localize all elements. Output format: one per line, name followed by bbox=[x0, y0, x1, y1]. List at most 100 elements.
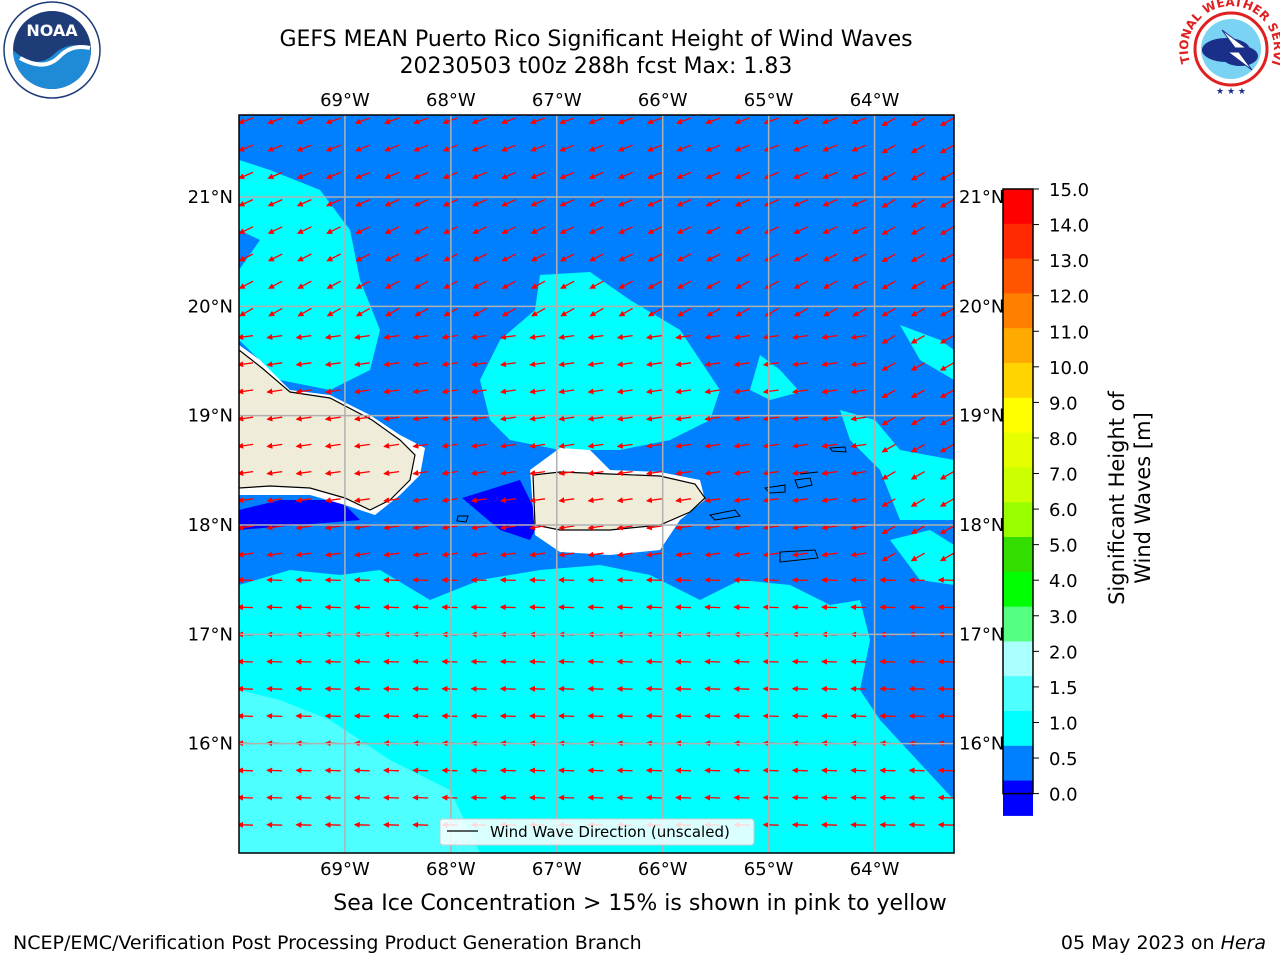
wave-arrow bbox=[324, 442, 341, 449]
wave-arrow bbox=[706, 280, 721, 289]
wave-arrow bbox=[645, 334, 662, 340]
wave-arrow bbox=[763, 117, 779, 125]
wave-arrow bbox=[791, 767, 808, 774]
wave-arrow bbox=[324, 388, 341, 395]
wave-arrow bbox=[529, 524, 546, 531]
wave-arrow bbox=[529, 388, 546, 395]
colorbar-tick-label: 14.0 bbox=[1049, 216, 1089, 237]
wave-arrow bbox=[472, 280, 487, 289]
wave-arrow bbox=[645, 577, 662, 584]
wave-arrow bbox=[383, 497, 400, 504]
wave-arrow bbox=[908, 658, 925, 665]
wave-arrow bbox=[239, 604, 254, 611]
wave-arrow bbox=[529, 713, 546, 720]
wave-arrow bbox=[529, 604, 546, 611]
wave-arrow bbox=[529, 658, 546, 665]
wave-arrow bbox=[851, 117, 867, 125]
wave-arrow bbox=[762, 388, 779, 395]
wave-arrow bbox=[295, 442, 312, 449]
wave-arrow bbox=[881, 389, 896, 399]
wave-arrow bbox=[295, 577, 312, 584]
wave-arrow bbox=[881, 117, 896, 127]
wave-arrow bbox=[675, 117, 692, 125]
colorbar-tick-label: 6.0 bbox=[1049, 500, 1078, 521]
wave-arrow bbox=[529, 442, 546, 449]
wave-arrow bbox=[881, 253, 896, 263]
wave-arrow bbox=[762, 415, 779, 422]
wave-arrow bbox=[558, 767, 575, 774]
wave-arrow bbox=[558, 604, 575, 611]
wave-arrow bbox=[910, 199, 925, 208]
wave-arrow bbox=[383, 470, 400, 476]
wave-arrow bbox=[618, 226, 633, 234]
wave-arrow bbox=[850, 524, 867, 531]
wave-arrow bbox=[879, 821, 896, 828]
wave-arrow bbox=[675, 442, 692, 449]
wave-arrow bbox=[529, 794, 546, 801]
wave-arrow bbox=[531, 307, 546, 317]
wave-arrow bbox=[529, 117, 546, 125]
wave-arrow bbox=[850, 577, 867, 584]
wave-arrow bbox=[559, 144, 575, 152]
wave-arrow bbox=[587, 470, 604, 476]
wave-arrow bbox=[470, 442, 487, 449]
wave-arrow bbox=[617, 117, 633, 125]
wave-arrow bbox=[385, 307, 400, 317]
wave-arrow bbox=[705, 253, 721, 262]
svg-text:★ ★ ★: ★ ★ ★ bbox=[1216, 87, 1246, 97]
wave-arrow bbox=[266, 334, 283, 340]
wave-arrow bbox=[821, 442, 838, 449]
wave-arrow bbox=[675, 685, 692, 692]
wave-arrow bbox=[793, 280, 809, 289]
wave-arrow bbox=[529, 685, 546, 692]
wave-arrow bbox=[239, 551, 254, 558]
wave-arrow bbox=[764, 253, 779, 262]
wave-arrow bbox=[296, 117, 312, 125]
wave-arrow bbox=[559, 253, 575, 262]
wave-arrow bbox=[764, 307, 779, 317]
noaa-logo: NOAA bbox=[3, 1, 101, 99]
wave-arrow bbox=[558, 524, 575, 531]
wave-arrow bbox=[733, 685, 750, 692]
lat-tick-label: 18°N bbox=[188, 515, 233, 536]
wave-arrow bbox=[704, 551, 721, 558]
wave-arrow bbox=[881, 552, 896, 562]
wave-arrow bbox=[384, 253, 400, 262]
wave-arrow bbox=[239, 226, 254, 234]
colorbar-tick-label: 3.0 bbox=[1049, 607, 1078, 628]
wave-arrow bbox=[355, 307, 371, 317]
wave-arrow bbox=[910, 498, 925, 507]
wave-arrow bbox=[441, 524, 458, 531]
wave-arrow bbox=[266, 551, 283, 558]
wave-arrow bbox=[441, 685, 458, 692]
wave-arrow bbox=[268, 307, 283, 317]
wave-arrow bbox=[939, 471, 954, 480]
wave-arrow bbox=[355, 171, 371, 180]
wave-arrow bbox=[647, 280, 663, 289]
wave-arrow bbox=[645, 604, 662, 611]
wave-arrow bbox=[441, 470, 458, 476]
wave-arrow bbox=[529, 577, 546, 584]
wave-arrow bbox=[852, 280, 867, 289]
wave-arrow bbox=[529, 767, 546, 774]
wave-arrow bbox=[413, 253, 429, 262]
wave-arrow bbox=[939, 226, 954, 235]
wave-arrow bbox=[501, 226, 517, 234]
wave-arrow bbox=[266, 767, 283, 774]
wave-arrow bbox=[616, 442, 633, 449]
wave-arrow bbox=[383, 524, 400, 531]
wave-arrow bbox=[704, 685, 721, 692]
wave-arrow bbox=[412, 767, 429, 774]
wave-arrow bbox=[266, 821, 283, 828]
wave-arrow bbox=[850, 821, 867, 828]
wave-arrow bbox=[850, 388, 867, 395]
lat-tick-label: 20°N bbox=[188, 296, 233, 317]
colorbar-tick-label: 2.0 bbox=[1049, 642, 1078, 663]
wave-arrow bbox=[733, 767, 750, 774]
wave-arrow bbox=[733, 524, 750, 531]
wave-arrow bbox=[239, 144, 254, 152]
wave-arrow bbox=[295, 415, 312, 422]
wave-arrow bbox=[821, 577, 838, 584]
wave-arrow bbox=[762, 685, 779, 692]
wave-arrow bbox=[472, 226, 487, 234]
